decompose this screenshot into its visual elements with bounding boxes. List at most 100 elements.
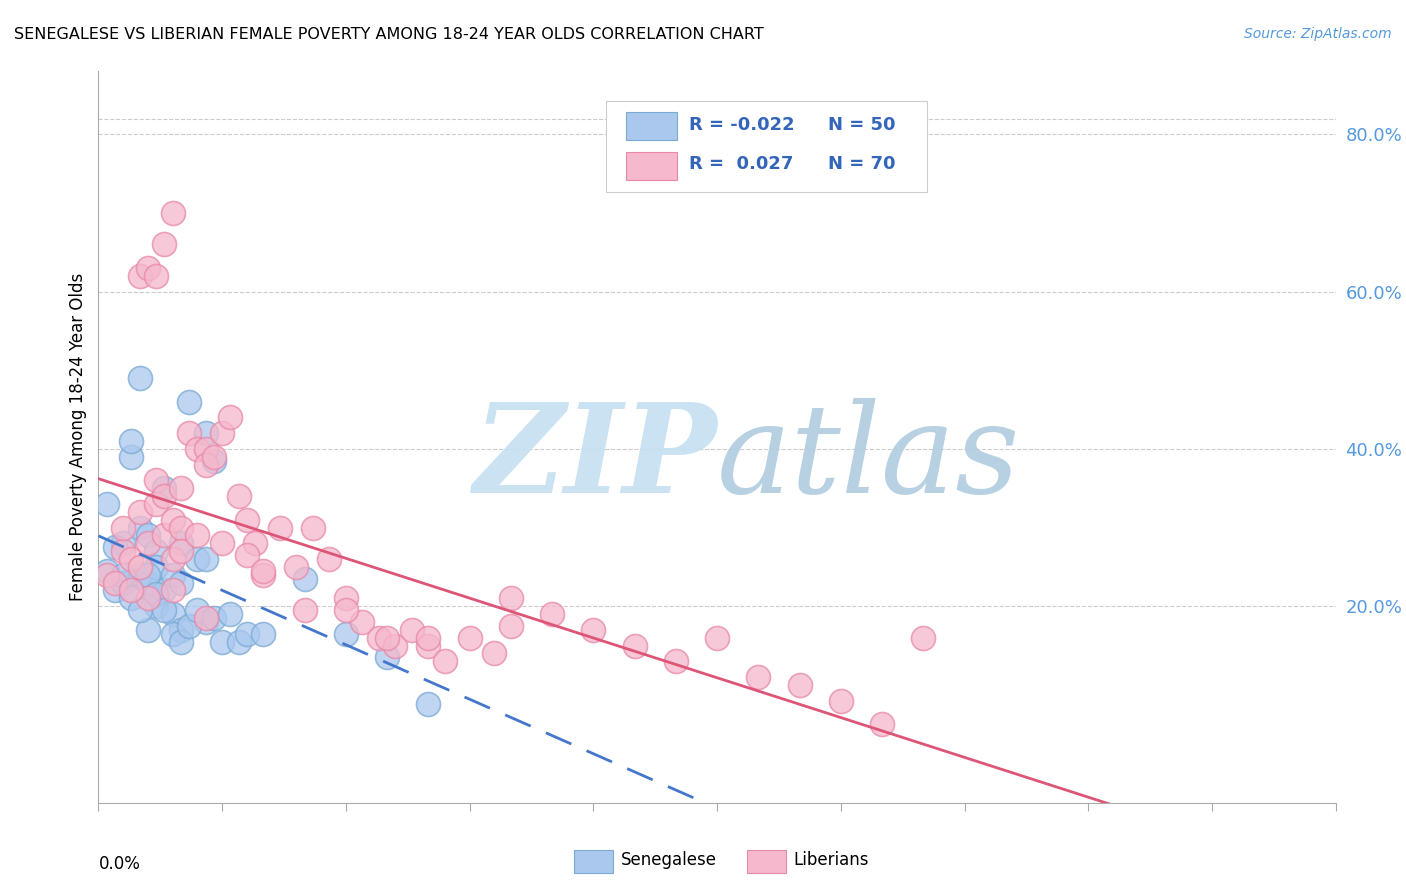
Point — [252, 626, 274, 640]
Point — [375, 631, 398, 645]
Point — [375, 650, 398, 665]
Point — [219, 607, 242, 621]
Point — [128, 268, 150, 283]
Text: ZIP: ZIP — [474, 398, 717, 520]
FancyBboxPatch shape — [626, 152, 678, 179]
Point — [179, 426, 201, 441]
Point — [318, 552, 340, 566]
Point — [145, 268, 167, 283]
Point — [153, 489, 176, 503]
Point — [104, 575, 127, 590]
Point — [236, 548, 259, 562]
Point — [194, 458, 217, 472]
Point — [830, 693, 852, 707]
Point — [202, 611, 225, 625]
Point — [136, 567, 159, 582]
FancyBboxPatch shape — [606, 101, 928, 192]
Point — [335, 603, 357, 617]
Point — [285, 559, 308, 574]
Point — [112, 520, 135, 534]
Point — [623, 639, 645, 653]
Point — [153, 603, 176, 617]
Point — [179, 394, 201, 409]
Point — [186, 552, 208, 566]
Point — [228, 489, 250, 503]
Point — [170, 536, 193, 550]
Text: SENEGALESE VS LIBERIAN FEMALE POVERTY AMONG 18-24 YEAR OLDS CORRELATION CHART: SENEGALESE VS LIBERIAN FEMALE POVERTY AM… — [14, 27, 763, 42]
Point — [136, 528, 159, 542]
Text: 0.0%: 0.0% — [98, 855, 141, 873]
Point — [912, 631, 935, 645]
Point — [128, 603, 150, 617]
Point — [170, 623, 193, 637]
Point — [706, 631, 728, 645]
Point — [162, 552, 184, 566]
Point — [162, 626, 184, 640]
Point — [499, 619, 522, 633]
Point — [162, 567, 184, 582]
Point — [120, 450, 142, 464]
Text: N = 50: N = 50 — [828, 116, 896, 134]
Point — [252, 564, 274, 578]
Point — [541, 607, 564, 621]
Point — [458, 631, 481, 645]
Point — [128, 559, 150, 574]
Point — [194, 442, 217, 456]
Point — [211, 426, 233, 441]
Point — [112, 567, 135, 582]
Point — [219, 410, 242, 425]
Point — [401, 623, 423, 637]
Point — [384, 639, 406, 653]
Point — [162, 607, 184, 621]
Point — [136, 575, 159, 590]
Point — [120, 552, 142, 566]
Point — [96, 564, 118, 578]
Point — [128, 567, 150, 582]
Point — [211, 634, 233, 648]
Point — [128, 505, 150, 519]
Point — [136, 591, 159, 606]
Point — [335, 626, 357, 640]
Point — [747, 670, 769, 684]
Y-axis label: Female Poverty Among 18-24 Year Olds: Female Poverty Among 18-24 Year Olds — [69, 273, 87, 601]
Point — [96, 497, 118, 511]
Point — [236, 513, 259, 527]
Point — [104, 583, 127, 598]
Text: R =  0.027: R = 0.027 — [689, 155, 793, 173]
Point — [128, 520, 150, 534]
Point — [269, 520, 291, 534]
Point — [202, 453, 225, 467]
Point — [112, 575, 135, 590]
Point — [418, 631, 440, 645]
Point — [145, 599, 167, 614]
Point — [211, 536, 233, 550]
Point — [153, 481, 176, 495]
Point — [418, 698, 440, 712]
Point — [186, 442, 208, 456]
Point — [194, 611, 217, 625]
Point — [153, 583, 176, 598]
Point — [243, 536, 266, 550]
Text: R = -0.022: R = -0.022 — [689, 116, 794, 134]
Point — [153, 528, 176, 542]
FancyBboxPatch shape — [626, 112, 678, 140]
Text: Liberians: Liberians — [794, 851, 869, 869]
Point — [170, 634, 193, 648]
Point — [433, 654, 456, 668]
Point — [153, 237, 176, 252]
Point — [120, 591, 142, 606]
Point — [194, 426, 217, 441]
Point — [335, 591, 357, 606]
Point — [112, 544, 135, 558]
Point — [294, 572, 316, 586]
Point — [179, 619, 201, 633]
Point — [484, 646, 506, 660]
Point — [162, 513, 184, 527]
Point — [367, 631, 389, 645]
Point — [120, 434, 142, 448]
Point — [186, 603, 208, 617]
Point — [170, 481, 193, 495]
Point — [194, 615, 217, 629]
Point — [228, 634, 250, 648]
FancyBboxPatch shape — [747, 849, 786, 873]
